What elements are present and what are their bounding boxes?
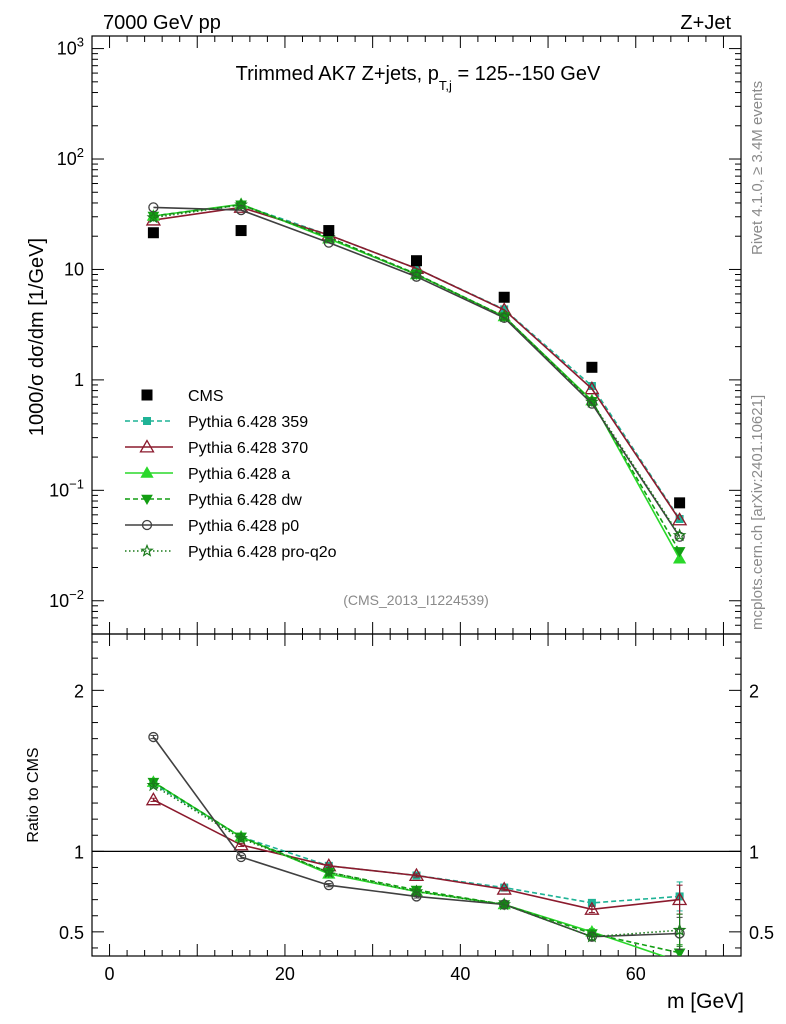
energy-label: 7000 GeV pp bbox=[103, 12, 221, 34]
legend-marker-cms bbox=[141, 389, 153, 401]
ratio-tick-label: 0.5 bbox=[59, 923, 84, 943]
process-label: Z+Jet bbox=[680, 12, 731, 34]
ratio-point-pythia-6-428-p0 bbox=[235, 851, 247, 863]
x-tick-label: 40 bbox=[450, 964, 470, 984]
x-axis-label: m [GeV] bbox=[667, 990, 744, 1013]
ratio-tick-label: 2 bbox=[74, 681, 84, 701]
series-point-pythia-6-428-pro-q2o bbox=[146, 210, 161, 224]
series-point-pythia-6-428-p0 bbox=[674, 531, 685, 542]
series-point-pythia-6-428-p0 bbox=[323, 237, 334, 248]
cms-data-point bbox=[323, 225, 335, 237]
ratio-point-pythia-6-428-pro-q2o bbox=[146, 778, 161, 792]
series-point-pythia-6-428-pro-q2o bbox=[585, 394, 599, 408]
ratio-line-pythia-6-428-dw bbox=[152, 781, 680, 954]
ratio-point-pythia-6-428-pro-q2o bbox=[672, 922, 687, 937]
ratio-tick-label: 1 bbox=[74, 842, 84, 862]
ratio-line-pythia-6-428-p0 bbox=[152, 736, 680, 938]
ratio-point-pythia-6-428-a bbox=[678, 954, 681, 956]
series-point-pythia-6-428-p0 bbox=[411, 271, 422, 282]
ratio-point-pythia-6-428-pro-q2o bbox=[409, 884, 424, 898]
y-tick-label: 10 bbox=[64, 259, 84, 279]
legend-marker-pythia-6-428-dw bbox=[141, 494, 153, 506]
cms-data-point bbox=[498, 291, 510, 303]
series-point-pythia-6-428-p0 bbox=[586, 398, 598, 409]
series-point-pythia-6-428-370 bbox=[584, 381, 600, 395]
main-series-layer bbox=[145, 197, 688, 564]
y-tick-label: 10−2 bbox=[49, 587, 84, 611]
y-tick-label: 10−1 bbox=[49, 476, 84, 500]
rivet-version-label: Rivet 4.1.0, ≥ 3.4M events bbox=[749, 81, 766, 255]
ratio-point-pythia-6-428-370 bbox=[233, 837, 249, 851]
axes-layer: 0 20 40 60 10−2 10−1 1 10 102 103 0.5 0.5 1 1 2 2 bbox=[49, 35, 774, 984]
legend-marker-pythia-6-428-p0 bbox=[141, 519, 153, 531]
series-point-pythia-6-428-pro-q2o bbox=[497, 309, 512, 323]
series-line-pythia-6-428-pro-q2o bbox=[153, 203, 681, 536]
legend-marker-pythia-6-428-pro-q2o bbox=[140, 543, 154, 557]
main-y-axis-label: 1000/σ dσ/dm [1/GeV] bbox=[26, 238, 48, 436]
mcplots-label: mcplots.cern.ch [arXiv:2401.10621] bbox=[749, 395, 766, 630]
ratio-tick-label-right: 2 bbox=[749, 681, 759, 701]
legend-label-cms: CMS bbox=[188, 388, 224, 405]
legend-label-pythia-6-428-dw: Pythia 6.428 dw bbox=[188, 492, 302, 509]
ratio-point-pythia-6-428-p0 bbox=[148, 731, 159, 743]
ratio-point-pythia-6-428-370 bbox=[408, 867, 425, 882]
series-point-pythia-6-428-359 bbox=[587, 382, 596, 391]
ratio-point-pythia-6-428-370 bbox=[496, 881, 512, 895]
x-tick-label: 60 bbox=[626, 964, 646, 984]
cms-data-point bbox=[235, 225, 247, 237]
ratio-point-pythia-6-428-pro-q2o bbox=[234, 831, 248, 845]
legend-marker-pythia-6-428-a bbox=[140, 466, 154, 478]
cms-data-point bbox=[411, 255, 422, 267]
ratio-y-axis-label: Ratio to CMS bbox=[25, 747, 42, 842]
y-tick-label: 1 bbox=[74, 370, 84, 390]
ratio-point-pythia-6-428-pro-q2o bbox=[585, 929, 599, 943]
analysis-id-label: (CMS_2013_I1224539) bbox=[343, 592, 489, 608]
ratio-line-pythia-6-428-pro-q2o bbox=[152, 784, 680, 938]
ratio-point-pythia-6-428-pro-q2o bbox=[321, 865, 336, 879]
legend: CMS Pythia 6.428 359 Pythia 6.428 370 Pythi… bbox=[125, 388, 337, 561]
ratio-point-pythia-6-428-370 bbox=[671, 891, 688, 906]
legend-label-pythia-6-428-a: Pythia 6.428 a bbox=[188, 466, 290, 483]
series-point-pythia-6-428-p0 bbox=[499, 312, 510, 323]
legend-label-pythia-6-428-pro-q2o: Pythia 6.428 pro-q2o bbox=[188, 544, 337, 561]
legend-label-pythia-6-428-p0: Pythia 6.428 p0 bbox=[188, 518, 299, 535]
ratio-point-pythia-6-428-pro-q2o bbox=[497, 897, 512, 911]
series-point-pythia-6-428-dw bbox=[673, 547, 686, 558]
chart-title: Trimmed AK7 Z+jets, pT,j = 125--150 GeV bbox=[236, 63, 601, 93]
ratio-tick-label-right: 0.5 bbox=[749, 923, 774, 943]
ratio-point-pythia-6-428-p0 bbox=[323, 880, 334, 891]
ratio-plot-frame bbox=[91, 633, 742, 957]
ratio-point-pythia-6-428-370 bbox=[145, 792, 162, 806]
series-point-pythia-6-428-pro-q2o bbox=[672, 528, 687, 542]
legend-marker-pythia-6-428-359 bbox=[143, 417, 151, 425]
legend-label-pythia-6-428-359: Pythia 6.428 359 bbox=[188, 414, 308, 431]
ratio-tick-label-right: 1 bbox=[749, 842, 759, 862]
series-point-pythia-6-428-a bbox=[672, 551, 687, 564]
y-tick-label: 103 bbox=[57, 35, 84, 59]
cms-data-point bbox=[586, 361, 598, 373]
x-tick-label: 0 bbox=[105, 964, 115, 984]
legend-label-pythia-6-428-370: Pythia 6.428 370 bbox=[188, 440, 308, 457]
y-tick-label: 102 bbox=[57, 145, 84, 169]
series-point-pythia-6-428-pro-q2o bbox=[234, 197, 248, 211]
cms-data-point bbox=[147, 227, 159, 239]
ratio-series-layer bbox=[145, 731, 688, 956]
series-point-pythia-6-428-370 bbox=[671, 512, 688, 526]
series-point-pythia-6-428-pro-q2o bbox=[409, 267, 424, 281]
legend-marker-pythia-6-428-370 bbox=[139, 439, 155, 453]
ratio-point-pythia-6-428-370 bbox=[584, 901, 600, 915]
x-tick-label: 20 bbox=[275, 964, 295, 984]
cms-data-point bbox=[674, 497, 686, 509]
